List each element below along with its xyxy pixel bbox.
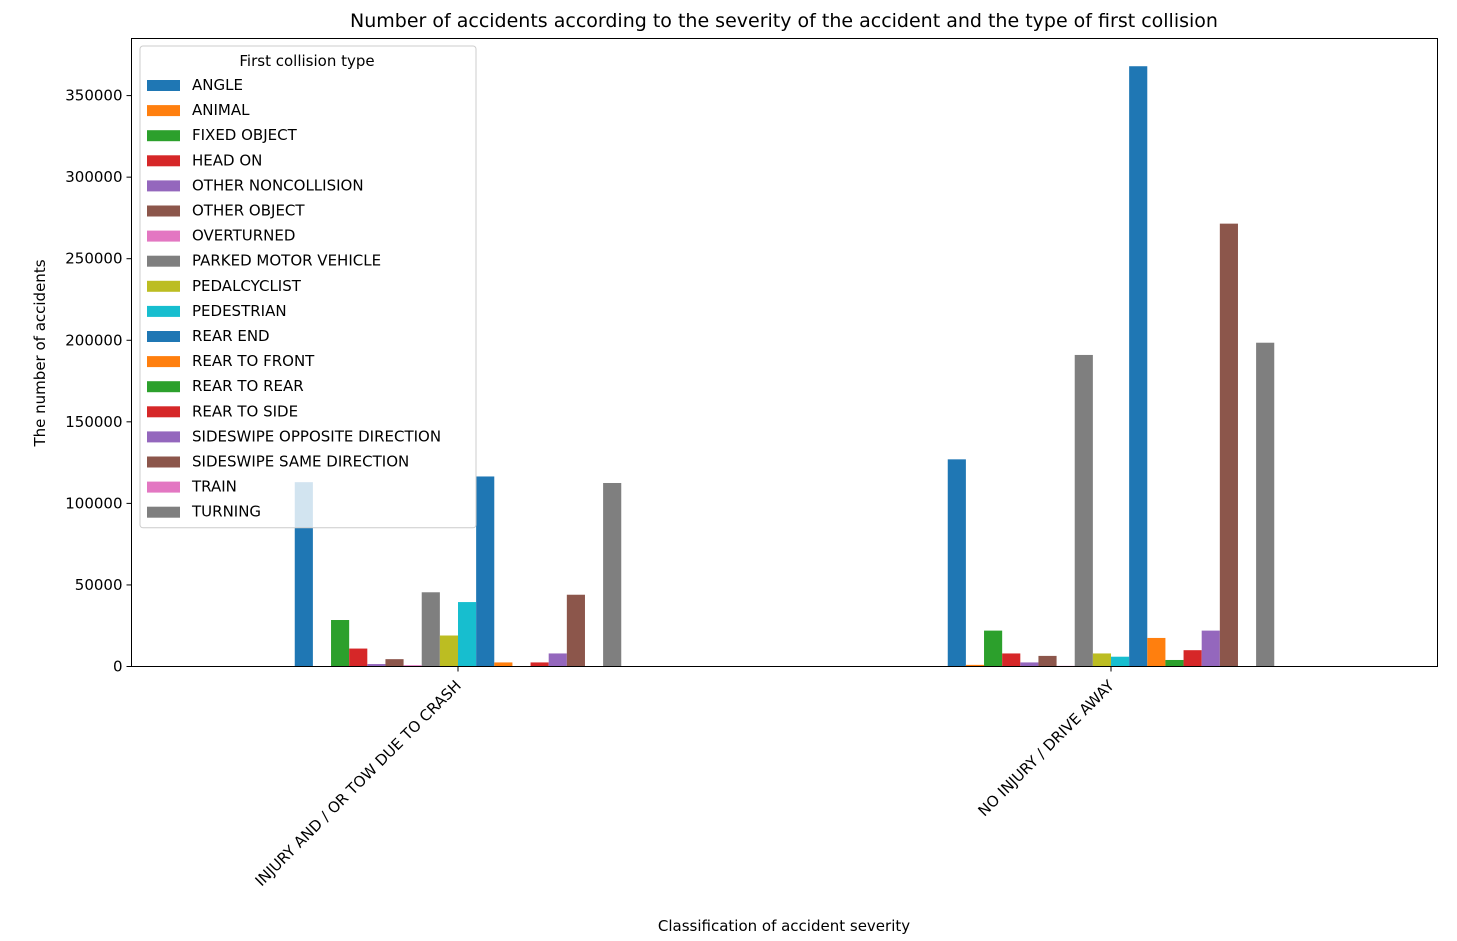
y-tick-label: 250000 [65, 250, 122, 268]
legend-entry-label: REAR TO FRONT [192, 352, 315, 370]
x-tick-label: INJURY AND / OR TOW DUE TO CRASH [252, 677, 465, 890]
bar-pedalcyclist-cat-0 [439, 635, 458, 667]
y-axis: 0 50000 100000 150000 200000 250000 300000 3500… [65, 87, 132, 676]
bar-head-on-cat-0 [349, 648, 368, 667]
bar-rear-to-side-cat-1 [1183, 650, 1202, 667]
legend-swatch [147, 230, 180, 242]
y-tick-label: 350000 [65, 87, 122, 105]
legend-swatch [147, 481, 180, 493]
y-tick-label: 200000 [65, 331, 122, 349]
bar-rear-end-cat-1 [1129, 66, 1148, 667]
legend-swatch [147, 356, 180, 368]
bar-animal-cat-1 [965, 664, 985, 667]
bar-other-noncollision-cat-1 [1020, 662, 1039, 667]
bar-rear-end-cat-0 [476, 476, 495, 667]
legend-entry-label: SIDESWIPE OPPOSITE DIRECTION [192, 427, 441, 445]
bars-layer [294, 66, 1275, 667]
bar-parked-motor-vehicle-cat-1 [1074, 354, 1093, 667]
bar-parked-motor-vehicle-cat-0 [421, 592, 440, 667]
legend-entry-label: REAR TO REAR [192, 377, 304, 395]
bar-head-on-cat-1 [1002, 653, 1021, 667]
y-tick-label: 50000 [75, 576, 123, 594]
bar-sideswipe-same-direction-cat-1 [1219, 223, 1238, 667]
bar-turning-cat-1 [1256, 342, 1275, 667]
y-tick-label: 0 [113, 658, 123, 676]
legend-entry-label: OTHER NONCOLLISION [192, 176, 364, 194]
legend-entry-label: SIDESWIPE SAME DIRECTION [192, 453, 409, 471]
bar-rear-to-front-cat-1 [1147, 637, 1166, 667]
bar-other-noncollision-cat-0 [367, 664, 386, 667]
legend-swatch [147, 381, 180, 393]
legend-swatch [147, 105, 180, 117]
y-tick-label: 300000 [65, 168, 122, 186]
legend-swatch [147, 305, 180, 317]
legend-swatch [147, 431, 180, 443]
legend-entry-label: TRAIN [191, 478, 237, 496]
legend: First collision type ANGLE ANIMAL FIXED OBJ… [139, 45, 477, 529]
legend-swatch [147, 255, 180, 267]
bar-other-object-cat-1 [1038, 655, 1057, 667]
bar-sideswipe-opposite-direction-cat-0 [548, 653, 567, 667]
bar-fixed-object-cat-1 [984, 630, 1003, 667]
legend-entry-label: TURNING [191, 503, 261, 521]
legend-entry-label: PEDALCYCLIST [192, 277, 302, 295]
legend-swatch [147, 155, 180, 167]
bar-overturned-cat-0 [403, 665, 422, 667]
bar-sideswipe-same-direction-cat-0 [566, 594, 585, 667]
bar-rear-to-side-cat-0 [530, 662, 549, 667]
legend-swatch [147, 130, 180, 142]
x-tick-label: NO INJURY / DRIVE AWAY [975, 676, 1119, 820]
bar-fixed-object-cat-0 [331, 620, 350, 667]
legend-entry-label: OTHER OBJECT [192, 202, 305, 220]
legend-entry-label: PARKED MOTOR VEHICLE [192, 252, 381, 270]
legend-swatch [147, 280, 180, 292]
y-axis-label: The number of accidents [31, 259, 49, 447]
legend-entry-label: PEDESTRIAN [192, 302, 287, 320]
x-axis-label: Classification of accident severity [658, 917, 910, 935]
legend-entry-label: HEAD ON [192, 151, 262, 169]
y-tick-label: 150000 [65, 413, 122, 431]
legend-entry-label: ANGLE [192, 76, 243, 94]
legend-swatch [147, 406, 180, 418]
chart-title: Number of accidents according to the sev… [350, 10, 1218, 32]
bar-rear-to-front-cat-0 [494, 662, 513, 667]
legend-swatch [147, 205, 180, 217]
bar-rear-to-rear-cat-1 [1165, 659, 1184, 667]
legend-entry-label: REAR END [192, 327, 270, 345]
x-axis: INJURY AND / OR TOW DUE TO CRASH NO INJUR… [252, 666, 1119, 890]
legend-swatch [147, 80, 180, 91]
bar-pedestrian-cat-1 [1111, 656, 1130, 667]
bar-angle-cat-1 [947, 459, 966, 667]
legend-entry-label: REAR TO SIDE [192, 402, 298, 420]
legend-swatch [147, 506, 180, 518]
plot-frame [131, 38, 1438, 667]
bar-pedestrian-cat-0 [458, 602, 477, 667]
legend-entry-label: FIXED OBJECT [192, 126, 298, 144]
bar-turning-cat-0 [603, 482, 622, 667]
legend-swatch [147, 456, 180, 468]
bar-sideswipe-opposite-direction-cat-1 [1201, 630, 1220, 667]
legend-frame [139, 45, 477, 529]
bar-other-object-cat-0 [385, 659, 404, 667]
y-tick-label: 100000 [65, 494, 122, 512]
legend-title: First collision type [239, 52, 374, 70]
legend-entry-label: ANIMAL [192, 101, 250, 119]
bar-pedalcyclist-cat-1 [1092, 653, 1111, 667]
legend-swatch [147, 331, 180, 342]
legend-swatch [147, 180, 180, 192]
legend-entry-label: OVERTURNED [192, 227, 295, 245]
